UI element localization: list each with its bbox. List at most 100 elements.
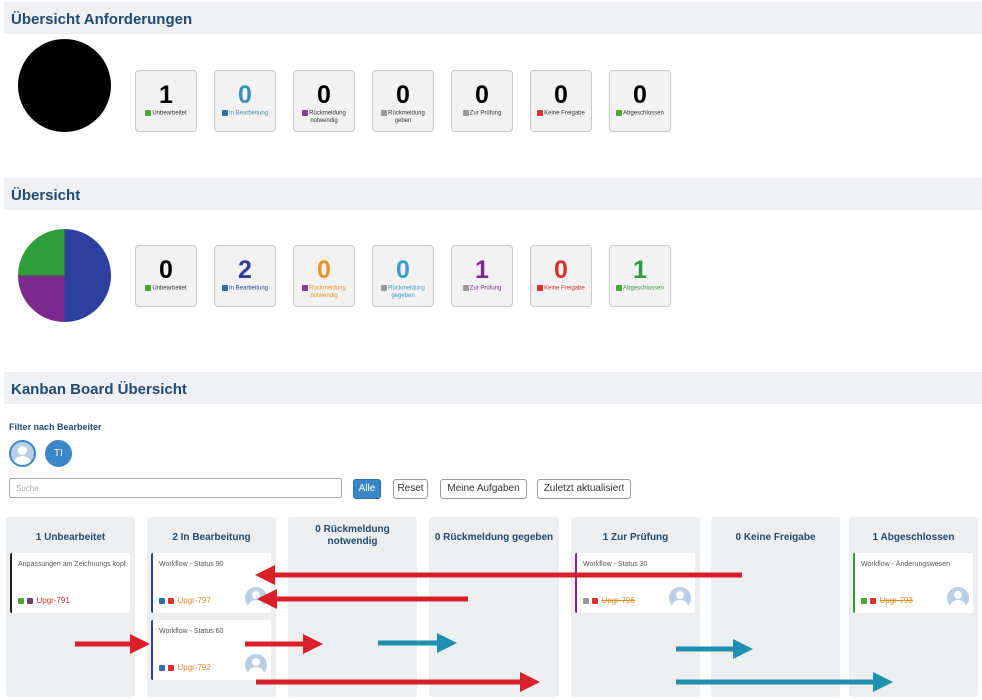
stat-label-text: In Bearbeitung <box>228 110 269 117</box>
stat-value: 0 <box>633 81 647 109</box>
stat-value: 0 <box>396 81 410 109</box>
card-footer: Upgr-791 <box>18 596 70 605</box>
card-avatar <box>947 587 969 609</box>
stat-label: Abgeschlossen <box>610 285 670 293</box>
kanban-card[interactable]: Anpassungen am Zeichnungs kopf Upgr-791 <box>10 553 130 613</box>
column-title: 1 Abgeschlossen <box>872 532 955 543</box>
stat-tile[interactable]: 1 Unbearbeitet <box>135 70 197 132</box>
stat-label: Rückmeldung notwendig <box>294 110 354 125</box>
card-title: Anpassungen am Zeichnungs kopf <box>18 561 126 568</box>
stat-label: Keine Freigabe <box>531 110 591 118</box>
card-title: Workflow - Status 90 <box>159 561 224 568</box>
card-link[interactable]: Upgr-791 <box>36 596 70 605</box>
column-title: 1 Unbearbeitet <box>35 532 106 543</box>
stat-label-text: In Bearbeitung <box>228 285 269 292</box>
card-avatar <box>245 654 267 676</box>
kanban-card[interactable]: Workflow - Status 30 Upgr-796 <box>575 553 695 613</box>
stat-label-text: Rückmeldung notwendig <box>309 285 346 299</box>
stat-label: Rückmeldung gegeben <box>373 285 433 300</box>
stat-value: 0 <box>238 81 252 109</box>
filter-avatar-ti[interactable]: TI <box>45 440 72 467</box>
exclamation-icon <box>381 285 388 291</box>
column-rueckmeldung-gegeben: 0 Rückmeldung gegeben <box>429 517 559 697</box>
stat-label: Zur Prüfung <box>452 110 512 118</box>
user-body-icon <box>14 456 31 465</box>
card-link[interactable]: Upgr-797 <box>177 596 211 605</box>
stat-tile[interactable]: 0 In Bearbeitung <box>214 70 276 132</box>
card-avatar <box>669 587 691 609</box>
section-header-uebersicht: Übersicht <box>4 178 982 210</box>
question-icon <box>302 110 309 116</box>
kanban-card[interactable]: Workflow - Status 90 Upgr-797 <box>151 553 271 613</box>
section-header-anforderungen: Übersicht Anforderungen <box>4 2 982 34</box>
stat-tile[interactable]: 0 Rückmeldung notwendig <box>293 70 355 132</box>
stat-label-text: Rückmeldung geben <box>388 110 425 124</box>
stat-label: Zur Prüfung <box>452 285 512 293</box>
stat-tile[interactable]: 0 Keine Freigabe <box>530 70 592 132</box>
column-title: 2 In Bearbeitung <box>172 532 251 543</box>
card-title: Workflow - Änderungswesen <box>861 561 950 568</box>
stat-label-text: Rückmeldung gegeben <box>388 285 425 299</box>
column-in-bearbeitung: 2 In Bearbeitung Workflow - Status 90 Up… <box>147 517 276 697</box>
column-zur-pruefung: 1 Zur Prüfung Workflow - Status 30 Upgr-… <box>571 517 700 697</box>
stat-value: 0 <box>159 256 173 284</box>
card-link[interactable]: Upgr-796 <box>601 596 635 605</box>
hand-icon <box>159 664 165 671</box>
stat-tile[interactable]: 1 Abgeschlossen <box>609 245 671 307</box>
my-tasks-button[interactable]: Meine Aufgaben <box>440 479 527 499</box>
stat-tile[interactable]: 0 Abgeschlossen <box>609 70 671 132</box>
stat-label: Abgeschlossen <box>610 110 670 118</box>
thumbs-up-icon <box>145 285 152 291</box>
bug-icon <box>168 664 175 671</box>
hand-icon <box>159 597 165 604</box>
stat-tile[interactable]: 0 Rückmeldung gegeben <box>372 245 434 307</box>
stat-label: Unbearbeitet <box>136 110 196 118</box>
stat-tile[interactable]: 0 Zur Prüfung <box>451 70 513 132</box>
stat-value: 1 <box>159 81 173 109</box>
stat-value: 0 <box>396 256 410 284</box>
card-avatar <box>245 587 267 609</box>
filter-all-button[interactable]: Alle <box>353 479 381 499</box>
search-input[interactable] <box>9 478 342 498</box>
stat-label-text: Abgeschlossen <box>623 285 664 292</box>
column-title: 0 Keine Freigabe <box>735 532 816 543</box>
recently-updated-button[interactable]: Zuletzt aktualisiert <box>537 479 631 499</box>
bug-icon <box>592 597 599 604</box>
kanban-card[interactable]: Workflow - Status 60 Upgr-792 <box>151 620 271 680</box>
stat-tile[interactable]: 2 In Bearbeitung <box>214 245 276 307</box>
stat-label: Rückmeldung notwendig <box>294 285 354 300</box>
column-title: 1 Zur Prüfung <box>602 532 669 543</box>
column-rueckmeldung-notwendig: 0 Rückmeldung notwendig <box>288 517 417 697</box>
stat-tile[interactable]: 0 Rückmeldung notwendig <box>293 245 355 307</box>
stat-label: Rückmeldung geben <box>373 110 433 125</box>
column-abgeschlossen: 1 Abgeschlossen Workflow - Änderungswese… <box>849 517 978 697</box>
stat-value: 1 <box>633 256 647 284</box>
forbidden-icon <box>537 285 544 291</box>
stat-tile[interactable]: 1 Zur Prüfung <box>451 245 513 307</box>
stat-label-text: Rückmeldung notwendig <box>309 110 346 124</box>
stat-tile[interactable]: 0 Rückmeldung geben <box>372 70 434 132</box>
forbidden-icon <box>537 110 544 116</box>
stat-label-text: Zur Prüfung <box>469 110 502 117</box>
stat-label-text: Keine Freigabe <box>544 110 585 117</box>
stat-value: 1 <box>475 256 489 284</box>
stat-value: 0 <box>317 256 331 284</box>
kanban-card[interactable]: Workflow - Änderungswesen Upgr-793 <box>853 553 973 613</box>
reset-button[interactable]: Reset <box>393 479 428 499</box>
card-link[interactable]: Upgr-792 <box>177 663 211 672</box>
card-link[interactable]: Upgr-793 <box>879 596 913 605</box>
stat-value: 0 <box>554 81 568 109</box>
stat-label-text: Abgeschlossen <box>623 110 664 117</box>
binoculars-icon <box>462 285 469 291</box>
thumbs-up-icon <box>145 110 152 116</box>
filter-avatar-default[interactable] <box>9 440 36 467</box>
stat-label-text: Unbearbeitet <box>152 285 187 292</box>
stat-tile[interactable]: 0 Unbearbeitet <box>135 245 197 307</box>
thumbs-up-icon <box>18 597 24 604</box>
exclamation-icon <box>381 110 388 116</box>
column-unbearbeitet: 1 Unbearbeitet Anpassungen am Zeichnungs… <box>6 517 135 697</box>
stat-tile[interactable]: 0 Keine Freigabe <box>530 245 592 307</box>
stat-label: Unbearbeitet <box>136 285 196 293</box>
column-title: 0 Rückmeldung notwendig <box>315 524 390 547</box>
checkmark-icon <box>861 597 867 604</box>
